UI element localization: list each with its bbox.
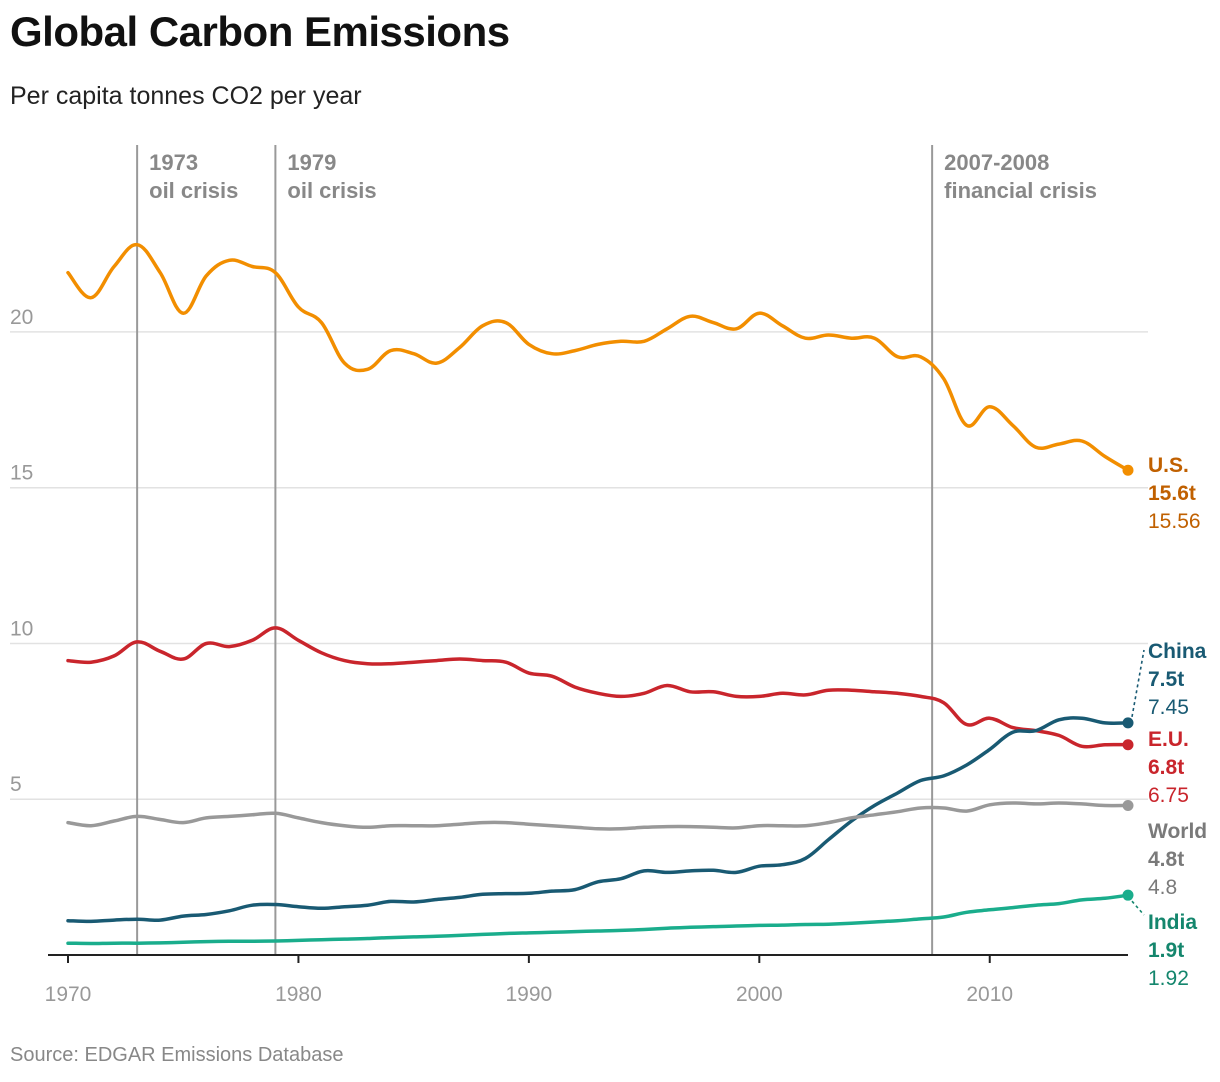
grid-lines: [10, 331, 1148, 800]
series-label-name-india: India: [1148, 911, 1197, 934]
series-label-name-eu: E.U.: [1148, 728, 1189, 751]
series-label-name-world: World: [1148, 820, 1207, 843]
x-tick-label-2010: 2010: [966, 983, 1013, 1006]
series-label-value-india: 1.92: [1148, 967, 1189, 990]
series-line-eu: [66, 626, 1130, 749]
chart-title: Global Carbon Emissions: [10, 8, 510, 55]
series-label-rounded-india: 1.9t: [1148, 939, 1184, 962]
series-line-china: [66, 716, 1130, 924]
series-line-india: [66, 893, 1130, 946]
annotation-label-0-line2: oil crisis: [149, 178, 238, 203]
x-tick-label-2000: 2000: [736, 983, 783, 1006]
series-endpoint-eu: [1122, 739, 1134, 751]
chart-subtitle: Per capita tonnes CO2 per year: [10, 82, 362, 110]
series-label-rounded-eu: 6.8t: [1148, 756, 1184, 779]
x-tick-label-1970: 1970: [45, 983, 92, 1006]
y-tick-label-20: 20: [10, 306, 33, 329]
y-axis-tick-labels: 5 10 15 20: [10, 306, 33, 796]
annotation-label-1-line2: oil crisis: [287, 178, 376, 203]
series-line-us: [66, 242, 1130, 472]
series-label-rounded-china: 7.5t: [1148, 668, 1184, 691]
series-connector-india: [1131, 900, 1145, 916]
event-annotations: 1973 oil crisis 1979 oil crisis 2007-2008 fin…: [136, 145, 1097, 955]
series-label-value-eu: 6.75: [1148, 784, 1189, 807]
series-endpoint-world: [1122, 799, 1134, 811]
x-axis: 1970 1980 1990 2000 2010: [45, 954, 1128, 1006]
annotation-label-2-line1: 2007-2008: [944, 150, 1049, 175]
series-label-rounded-us: 15.6t: [1148, 482, 1196, 505]
series-end-labels: U.S. 15.6t 15.56 E.U. 6.8t 6.75 China 7.5t 7.45 W…: [1131, 454, 1207, 990]
series-label-value-china: 7.45: [1148, 696, 1189, 719]
series-label-name-china: China: [1148, 640, 1207, 663]
series-endpoint-us: [1122, 464, 1134, 476]
source-note: Source: EDGAR Emissions Database: [10, 1044, 344, 1066]
series-label-value-us: 15.56: [1148, 510, 1201, 533]
series-endpoint-india: [1122, 889, 1134, 901]
annotation-label-0-line1: 1973: [149, 150, 198, 175]
series-endpoint-china: [1122, 717, 1134, 729]
series-line-world: [66, 801, 1130, 831]
series-label-name-us: U.S.: [1148, 454, 1189, 477]
annotation-label-2-line2: financial crisis: [944, 178, 1097, 203]
annotation-label-1-line1: 1979: [287, 150, 336, 175]
series-connector-china: [1131, 649, 1145, 718]
x-tick-label-1990: 1990: [506, 983, 553, 1006]
y-tick-label-5: 5: [10, 773, 22, 796]
series-label-rounded-world: 4.8t: [1148, 848, 1184, 871]
x-tick-label-1980: 1980: [275, 983, 322, 1006]
y-tick-label-15: 15: [10, 462, 33, 485]
series-lines: [66, 242, 1134, 946]
y-tick-label-10: 10: [10, 617, 33, 640]
series-label-value-world: 4.8: [1148, 876, 1177, 899]
